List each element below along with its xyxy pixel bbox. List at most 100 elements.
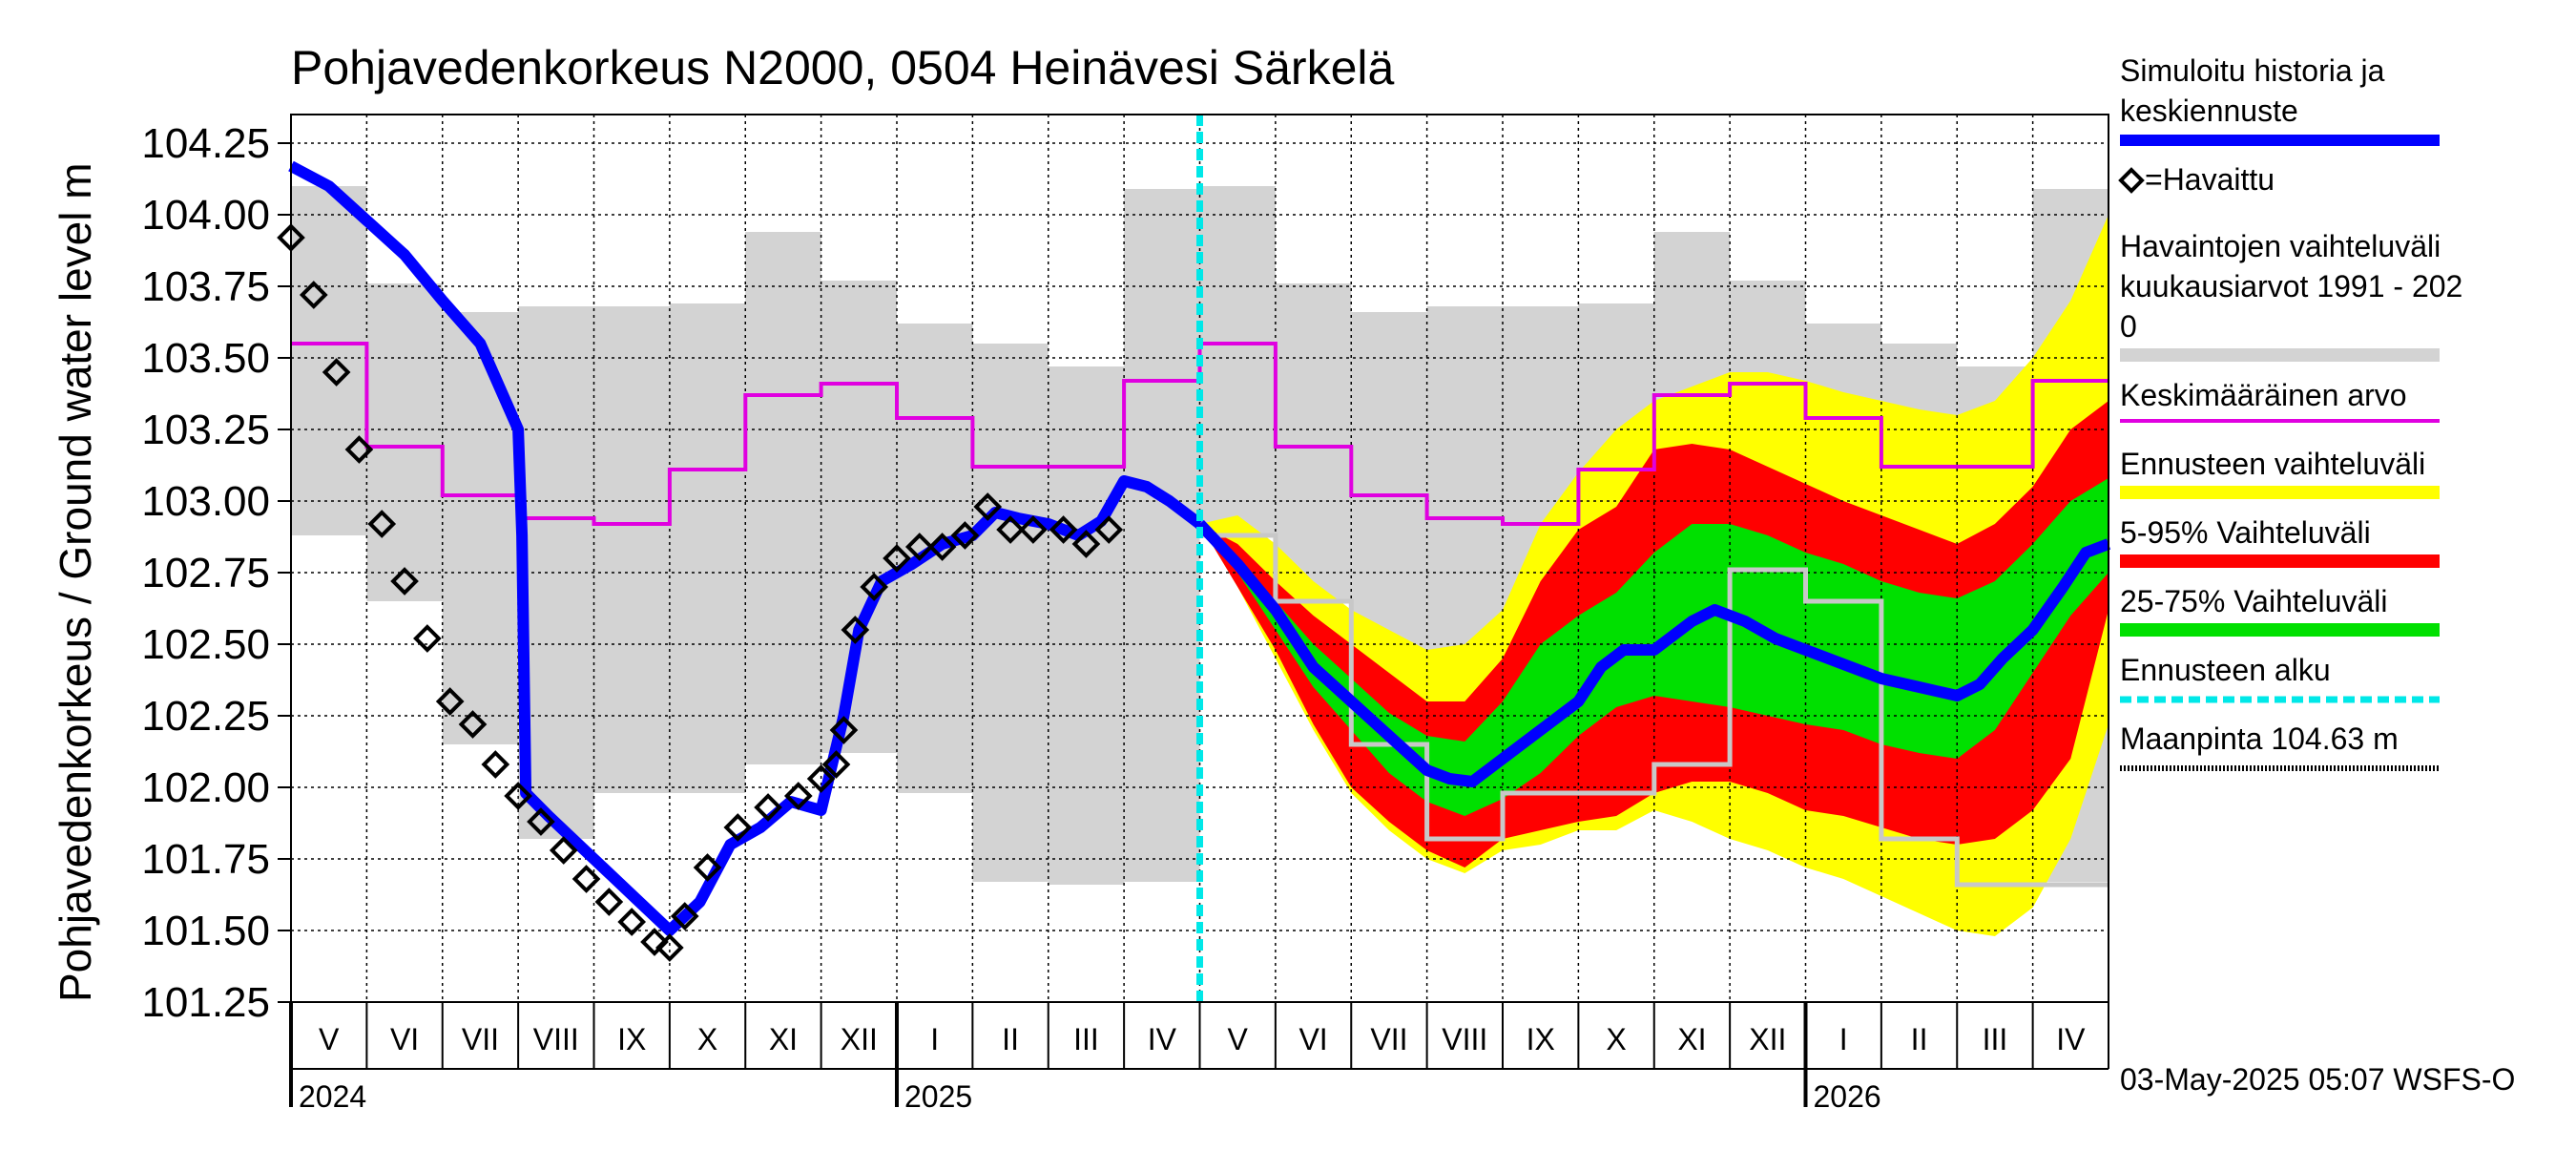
month-label: VIII [1442,1022,1487,1056]
observed-marker [783,782,813,810]
month-label: V [319,1022,340,1056]
observed-marker [594,888,624,916]
y-tick-label: 104.25 [141,120,270,167]
month-label: IX [617,1022,646,1056]
month-label: XII [841,1022,878,1056]
legend-text: =Havaittu [2145,162,2275,197]
y-tick-label: 102.75 [141,550,270,596]
observed-marker [996,515,1025,544]
simulated-history-line [288,160,1204,936]
history-range-bar [442,312,519,744]
month-label: VI [1298,1022,1327,1056]
data-lines [277,115,2111,1002]
observed-marker [904,533,934,561]
observed-marker [617,908,647,936]
chart-title: Pohjavedenkorkeus N2000, 0504 Heinävesi … [291,41,1394,94]
year-label: 2026 [1814,1079,1881,1114]
observed-marker [344,435,374,464]
history-range-bar [821,281,897,753]
y-tick-label: 101.25 [141,979,270,1026]
y-tick-label: 104.00 [141,192,270,239]
month-label: VIII [533,1022,579,1056]
observed-marker [390,567,419,596]
legend-text: Havaintojen vaihteluväli [2120,229,2441,263]
history-range-bar [291,186,367,535]
y-tick-label: 102.25 [141,693,270,740]
legend-text: Simuloitu historia ja [2120,53,2385,88]
observed-marker [821,750,851,779]
observed-marker [927,533,957,561]
legend-text: 5-95% Vaihteluväli [2120,515,2371,550]
legend-swatch [2120,554,2440,568]
observed-marker [1049,515,1078,544]
month-label: X [1606,1022,1626,1056]
observed-marker [458,710,488,739]
observed-marker [571,865,601,893]
observed-marker [549,836,578,865]
observed-marker [1019,515,1048,544]
month-label: III [1983,1022,2008,1056]
observed-marker [693,853,722,882]
y-tick-label: 101.50 [141,908,270,954]
month-label: III [1073,1022,1099,1056]
observed-marker [806,764,836,793]
month-label: VI [390,1022,419,1056]
observed-marker [1071,530,1101,558]
y-tick-label: 103.50 [141,335,270,382]
month-label: V [1228,1022,1249,1056]
month-label: II [1911,1022,1928,1056]
legend-observed-marker [2118,167,2145,194]
month-label: IV [1148,1022,1177,1056]
observed-marker [367,510,397,538]
forecast-median-line [1195,519,2111,787]
month-label: I [1839,1022,1848,1056]
month-label: IX [1527,1022,1555,1056]
observed-marker [841,616,870,644]
observed-marker [655,933,684,962]
legend: Simuloitu historia ja keskiennuste =Havait… [2118,53,2462,771]
observed-marker [435,687,465,716]
month-label: VII [1370,1022,1407,1056]
month-label: II [1002,1022,1019,1056]
legend-swatch [2120,348,2440,362]
history-range-bar [745,232,821,764]
legend-text: Ennusteen alku [2120,653,2331,687]
month-label: XI [769,1022,798,1056]
observed-marker [950,521,980,550]
timestamp-footer: 03-May-2025 05:07 WSFS-O [2120,1062,2515,1097]
month-label: XII [1749,1022,1786,1056]
history-range-bar [972,344,1049,882]
observed-marker [322,358,351,387]
history-range-bar [1275,283,1352,601]
axes: 104.25 104.00 103.75 103.50 103.25 103.00 102.… [141,114,2109,1114]
observed-marker [1094,515,1124,544]
observed-marker [299,281,328,309]
legend-text: Ennusteen vaihteluväli [2120,447,2425,481]
observed-marker [527,807,555,836]
legend-text: kuukausiarvot 1991 - 202 [2120,269,2462,303]
comparison-year-line [1199,533,2109,888]
observed-marker [883,544,911,573]
month-label: X [697,1022,717,1056]
history-range-bar [1048,366,1125,885]
legend-swatch [2120,486,2440,499]
observed-marker [860,573,889,601]
observed-marker [973,492,1003,521]
y-tick-label: 102.50 [141,621,270,668]
month-label: IV [2056,1022,2086,1056]
history-range-bar [1124,189,1200,882]
history-range-bar [593,306,670,793]
legend-swatch [2120,623,2440,637]
month-label: VII [462,1022,499,1056]
observed-marker [829,716,859,744]
legend-swatch [2120,419,2440,423]
legend-text: 0 [2120,309,2137,344]
legend-text: Maanpinta 104.63 m [2120,721,2399,756]
observed-marker [504,782,532,810]
observed-marker [413,624,442,653]
y-axis-label: Pohjavedenkorkeus / Ground water level m [51,162,100,1002]
observed-marker [754,793,782,822]
observed-marker [481,750,510,779]
